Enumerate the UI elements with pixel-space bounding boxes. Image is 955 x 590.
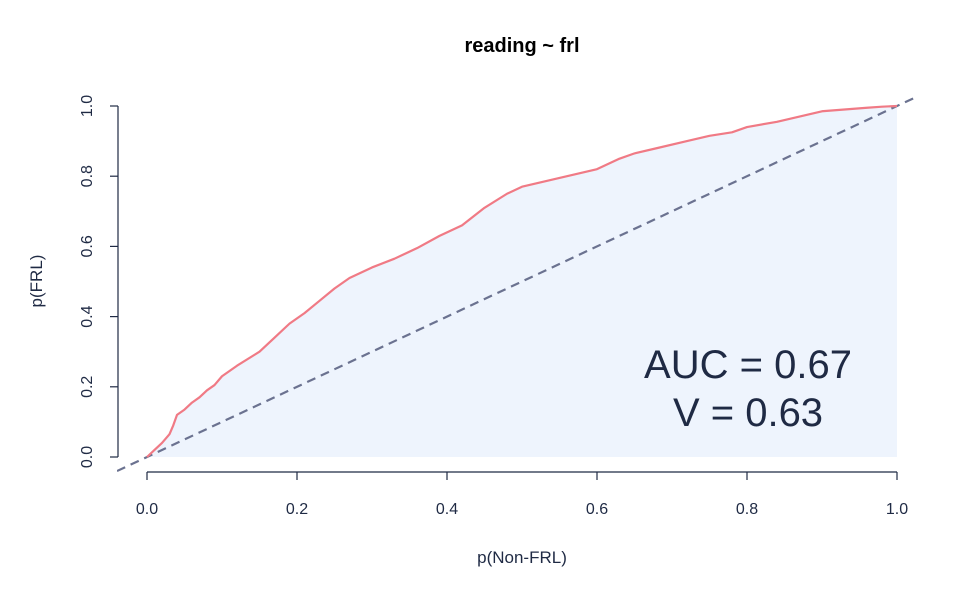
y-tick-label: 0.8: [79, 165, 96, 187]
x-tick-label: 0.0: [136, 501, 158, 518]
y-axis-label: p(FRL): [27, 255, 46, 308]
y-tick-label: 0.2: [79, 376, 96, 398]
x-tick-label: 0.2: [286, 501, 308, 518]
curve-layer: [146, 104, 898, 458]
x-ticks: 0.0 0.2 0.4 0.6 0.8 1.0: [136, 472, 908, 518]
x-tick-label: 0.4: [436, 501, 458, 518]
y-tick-label: 1.0: [79, 95, 96, 117]
axes: 0.0 0.2 0.4 0.6 0.8 1.0 0.0 0.2 0.4 0.6 0.8 1.0: [79, 95, 908, 518]
v-annotation: V = 0.63: [673, 391, 823, 435]
x-axis-label: p(Non-FRL): [477, 548, 567, 567]
auc-annotation: AUC = 0.67: [644, 343, 852, 387]
roc-curve-line: [146, 104, 898, 458]
y-tick-label: 0.6: [79, 235, 96, 257]
x-tick-label: 0.6: [586, 501, 608, 518]
chart-title: reading ~ frl: [464, 35, 579, 57]
x-tick-label: 0.8: [736, 501, 758, 518]
y-ticks: 0.0 0.2 0.4 0.6 0.8 1.0: [79, 95, 118, 468]
y-tick-label: 0.4: [79, 305, 96, 327]
x-tick-label: 1.0: [886, 501, 908, 518]
y-tick-label: 0.0: [79, 446, 96, 468]
